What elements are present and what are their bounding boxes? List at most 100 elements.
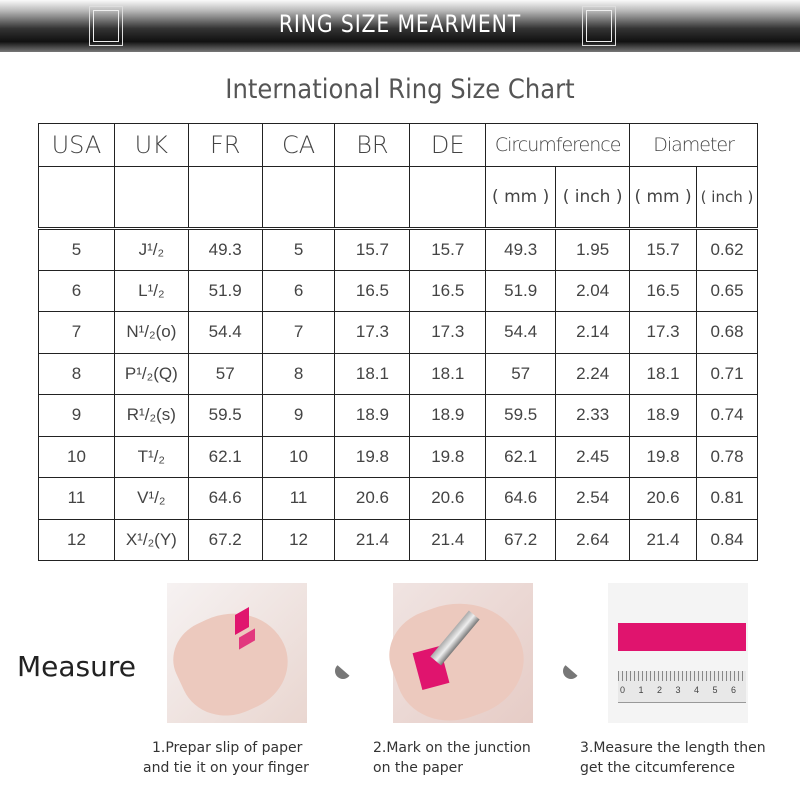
- table-cell: 11: [38, 477, 115, 520]
- table-cell: 19.8: [334, 435, 411, 478]
- table-cell: 59.5: [485, 394, 557, 437]
- table-cell: 18.9: [629, 394, 698, 437]
- table-cell: 0.74: [696, 394, 758, 437]
- frame-decoration-right: [582, 6, 616, 46]
- step2-photo: [377, 583, 539, 737]
- ruler-tick-label: 5: [712, 685, 718, 695]
- table-cell: V¹/₂: [113, 477, 189, 520]
- unit-label: ( mm ): [485, 166, 557, 230]
- step1-caption: 1.Prepar slip of paper and tie it on you…: [143, 740, 309, 776]
- table-cell: 15.7: [334, 228, 411, 271]
- table-cell: 1.95: [555, 228, 631, 271]
- table-cell: 0.84: [696, 518, 758, 561]
- table-cell: 10: [261, 435, 336, 478]
- table-cell: 15.7: [409, 228, 487, 271]
- table-cell: 49.3: [485, 228, 557, 271]
- table-cell: 17.3: [629, 311, 698, 354]
- unit-label: ( mm ): [629, 166, 698, 230]
- table-cell: 57: [485, 352, 557, 395]
- col-header: Diameter: [629, 123, 758, 167]
- table-row: 12 X¹/₂(Y) 67.2 12 21.4 21.4 67.2 2.64 21.4 0.84: [38, 518, 758, 561]
- ruler: 0 1 2 3 4 5 6: [618, 671, 746, 703]
- table-cell: 0.68: [696, 311, 758, 354]
- measure-label: Measure: [17, 650, 136, 683]
- table-cell: 2.33: [555, 394, 631, 437]
- header-row: USA UK FR CA BR DE Circumference Diamete…: [38, 123, 758, 167]
- table-cell: 67.2: [187, 518, 263, 561]
- ruler-tick-label: 3: [675, 685, 681, 695]
- table-row: 11 V¹/₂ 64.6 11 20.6 20.6 64.6 2.54 20.6 0.81: [38, 477, 758, 520]
- table-cell: 7: [38, 311, 115, 354]
- table-cell: 51.9: [485, 269, 557, 312]
- table-row: 5 J¹/₂ 49.3 5 15.7 15.7 49.3 1.95 15.7 0.62: [38, 228, 758, 271]
- table-cell: 15.7: [629, 228, 698, 271]
- table-cell: 5: [38, 228, 115, 271]
- ruler-tick-label: 6: [731, 685, 737, 695]
- frame-decoration-left: [89, 6, 123, 46]
- table-cell: 16.5: [334, 269, 411, 312]
- table-cell: 2.04: [555, 269, 631, 312]
- table-cell: 64.6: [187, 477, 263, 520]
- table-cell: 16.5: [629, 269, 698, 312]
- table-cell: 49.3: [187, 228, 263, 271]
- table-cell: 51.9: [187, 269, 263, 312]
- col-header: UK: [113, 123, 189, 167]
- table-cell: 6: [261, 269, 336, 312]
- table-row: 10 T¹/₂ 62.1 10 19.8 19.8 62.1 2.45 19.8 0.78: [38, 435, 758, 478]
- table-cell: 12: [261, 518, 336, 561]
- table-cell: 18.1: [334, 352, 411, 395]
- arrow-icon: [563, 663, 579, 691]
- table-cell: 0.71: [696, 352, 758, 395]
- ruler-tick-label: 2: [657, 685, 663, 695]
- table-row: 9 R¹/₂(s) 59.5 9 18.9 18.9 59.5 2.33 18.9 0.74: [38, 394, 758, 437]
- col-header: CA: [261, 123, 336, 167]
- ruler-tick-label: 4: [694, 685, 700, 695]
- table-cell: 2.45: [555, 435, 631, 478]
- table-cell: 11: [261, 477, 336, 520]
- table-cell: 2.64: [555, 518, 631, 561]
- col-header: USA: [38, 123, 115, 167]
- col-header: FR: [187, 123, 263, 167]
- table-cell: 21.4: [629, 518, 698, 561]
- step3-caption: 3.Measure the length then get the citcum…: [580, 740, 766, 776]
- step3-photo: 0 1 2 3 4 5 6: [608, 583, 748, 723]
- table-row: 6 L¹/₂ 51.9 6 16.5 16.5 51.9 2.04 16.5 0.65: [38, 269, 758, 312]
- table-cell: 2.54: [555, 477, 631, 520]
- table-cell: 20.6: [409, 477, 487, 520]
- table-cell: 0.78: [696, 435, 758, 478]
- table-cell: 17.3: [409, 311, 487, 354]
- table-cell: J¹/₂: [113, 228, 189, 271]
- table-cell: 16.5: [409, 269, 487, 312]
- table-cell: 21.4: [334, 518, 411, 561]
- table-cell: 6: [38, 269, 115, 312]
- ruler-tick-label: 0: [620, 685, 626, 695]
- table-cell: 0.65: [696, 269, 758, 312]
- table-cell: 5: [261, 228, 336, 271]
- table-cell: 19.8: [409, 435, 487, 478]
- table-cell: 2.24: [555, 352, 631, 395]
- table-row: 7 N¹/₂(o) 54.4 7 17.3 17.3 54.4 2.14 17.3 0.68: [38, 311, 758, 354]
- table-cell: 57: [187, 352, 263, 395]
- table-cell: 21.4: [409, 518, 487, 561]
- units-row: ( mm ) ( inch ) ( mm ) ( inch ): [38, 166, 758, 230]
- table-cell: 20.6: [334, 477, 411, 520]
- table-cell: 62.1: [187, 435, 263, 478]
- chart-title: International Ring Size Chart: [225, 74, 575, 105]
- table-cell: 8: [38, 352, 115, 395]
- ring-size-table: USA UK FR CA BR DE Circumference Diamete…: [38, 123, 758, 561]
- col-header: BR: [334, 123, 411, 167]
- ruler-tick-label: 1: [638, 685, 644, 695]
- step2-caption: 2.Mark on the junction on the paper: [373, 740, 531, 776]
- table-cell: 9: [261, 394, 336, 437]
- table-cell: 10: [38, 435, 115, 478]
- table-cell: 18.9: [334, 394, 411, 437]
- table-cell: 64.6: [485, 477, 557, 520]
- table-cell: 19.8: [629, 435, 698, 478]
- table-cell: 20.6: [629, 477, 698, 520]
- table-cell: 18.1: [629, 352, 698, 395]
- table-cell: 67.2: [485, 518, 557, 561]
- table-row: 8 P¹/₂(Q) 57 8 18.1 18.1 57 2.24 18.1 0.71: [38, 352, 758, 395]
- arrow-icon: [335, 663, 351, 691]
- table-cell: 12: [38, 518, 115, 561]
- table-cell: 8: [261, 352, 336, 395]
